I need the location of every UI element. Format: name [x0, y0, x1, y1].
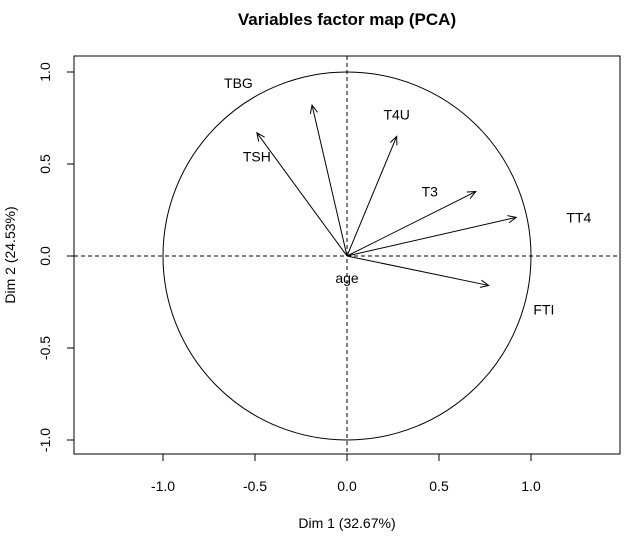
y-tick-label: 0.5: [37, 154, 53, 174]
arrow-tbg: [311, 105, 348, 257]
x-tick-label: 0.5: [429, 478, 449, 494]
variable-label-tsh: TSH: [243, 149, 271, 165]
variable-label-fti: FTI: [533, 301, 554, 317]
arrowhead-t4u: [389, 135, 398, 146]
y-tick-label: -0.5: [37, 336, 53, 360]
arrowhead-t3: [466, 191, 477, 199]
y-axis-label: Dim 2 (24.53%): [2, 206, 18, 303]
y-tick-label: -1.0: [37, 428, 53, 452]
plot-area: TBG TSH T4U T3 TT4 FTI age: [74, 56, 620, 454]
x-axis-label: Dim 1 (32.67%): [298, 515, 395, 531]
variable-label-tbg: TBG: [224, 75, 253, 91]
arrow-fti: [346, 255, 489, 286]
variable-label-tt4: TT4: [566, 209, 591, 225]
arrowhead-fti: [479, 279, 490, 288]
variable-label-t4u: T4U: [383, 106, 409, 122]
y-tick-label: 0.0: [37, 246, 53, 266]
variable-label-t3: T3: [422, 184, 439, 200]
x-tick-label: -0.5: [243, 478, 267, 494]
x-tick-label: 1.0: [521, 478, 541, 494]
arrowhead-tsh: [256, 131, 265, 142]
x-axis: -1.0 -0.5 0.0 0.5 1.0: [151, 454, 541, 494]
x-tick-label: 0.0: [337, 478, 357, 494]
arrow-t3: [346, 191, 477, 257]
x-tick-label: -1.0: [151, 478, 175, 494]
variable-label-age: age: [335, 270, 359, 286]
arrow-t4u: [346, 136, 398, 257]
arrowhead-tt4: [507, 215, 518, 224]
y-tick-label: 1.0: [37, 62, 53, 82]
chart-title: Variables factor map (PCA): [238, 10, 456, 29]
arrow-tsh: [256, 132, 348, 257]
arrowhead-tbg: [309, 103, 318, 115]
y-axis: -1.0 -0.5 0.0 0.5 1.0: [37, 62, 74, 452]
arrow-tt4: [346, 216, 517, 257]
